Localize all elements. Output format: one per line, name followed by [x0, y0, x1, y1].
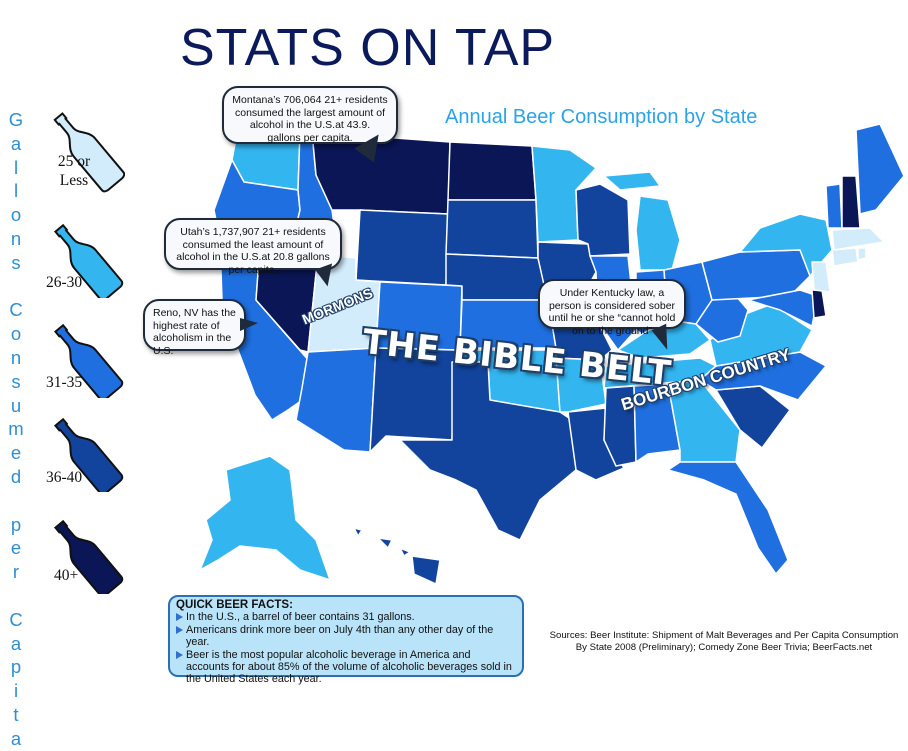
state-alabama	[633, 383, 681, 463]
sources-line: Sources: Beer Institute: Shipment of Mal…	[549, 630, 899, 641]
map-subtitle: Annual Beer Consumption by State	[445, 106, 758, 128]
state-new-hampshire	[841, 175, 861, 229]
state-nebraska	[445, 253, 549, 301]
legend-axis-letter	[6, 489, 26, 513]
state-alaska	[199, 455, 331, 581]
quick-facts-heading: QUICK BEER FACTS:	[176, 599, 293, 611]
state-south-dakota	[445, 199, 539, 259]
beer-bottle-icon	[53, 323, 124, 398]
legend-item-25-or-less: 25 or Less	[40, 104, 140, 194]
state-wyoming	[355, 209, 449, 286]
state-maine	[855, 123, 905, 215]
state-arkansas	[555, 357, 607, 413]
state-connecticut	[831, 247, 859, 267]
state-delaware	[811, 289, 827, 319]
state-kentucky	[617, 319, 711, 359]
legend-axis-letter: e	[10, 442, 22, 464]
legend-label: 40+	[54, 567, 79, 584]
callout-pointer	[240, 318, 258, 331]
legend-label: 36-40	[46, 469, 83, 486]
legend-axis-letter: o	[10, 204, 22, 226]
legend-axis-letter: a	[10, 727, 22, 749]
beer-bottle-icon	[53, 112, 125, 193]
kentucky-callout: Under Kentucky law, a person is consider…	[538, 279, 686, 337]
legend-axis-letter: s	[11, 251, 21, 273]
state-hawaii	[353, 527, 441, 585]
montana-callout: Montana’s 706,064 21+ residents consumed…	[222, 86, 398, 144]
legend-axis-letter: p	[10, 513, 22, 535]
legend-axis-letter: a	[10, 632, 22, 654]
legend-axis-letter: a	[10, 132, 22, 154]
state-vermont	[825, 183, 843, 229]
state-north-dakota	[447, 141, 537, 201]
state-rhode-island	[857, 247, 867, 261]
utah-callout: Utah’s 1,737,907 21+ residents consumed …	[164, 218, 342, 276]
state-arizona	[295, 347, 377, 453]
page-title: STATS ON TAP	[180, 19, 556, 77]
legend-label: 25 or Less	[57, 153, 91, 189]
state-texas	[399, 361, 577, 541]
quick-fact-item: In the U.S., a barrel of beer contains 3…	[176, 611, 516, 623]
state-new-york	[739, 213, 833, 277]
sources-line: By State 2008 (Preliminary); Comedy Zone…	[575, 642, 873, 653]
legend-axis-letter: r	[12, 561, 20, 583]
state-wisconsin	[575, 183, 631, 257]
legend-item-40-plus: 40+	[40, 514, 140, 594]
legend-item-31-35: 31-35	[40, 318, 140, 398]
legend-item-36-40: 36-40	[40, 412, 140, 492]
sources-note: Sources: Beer Institute: Shipment of Mal…	[540, 630, 908, 654]
state-florida	[667, 461, 789, 575]
legend-label: 31-35	[46, 374, 83, 391]
legend-axis-letter: n	[10, 227, 22, 249]
quick-fact-item: Americans drink more beer on July 4th th…	[176, 624, 516, 649]
legend-axis-letter: C	[9, 299, 23, 321]
beer-bottle-icon	[53, 417, 124, 492]
legend-axis-letter: l	[13, 180, 19, 202]
legend-axis-letter: l	[13, 156, 19, 178]
legend-label: 26-30	[46, 274, 83, 291]
legend-axis-letter: t	[13, 703, 19, 725]
state-mississippi	[603, 385, 637, 467]
state-massachusetts	[831, 227, 885, 251]
legend-axis-letter: p	[10, 656, 22, 678]
beer-bottle-icon	[53, 223, 124, 298]
quick-beer-facts-box: QUICK BEER FACTS: In the U.S., a barrel …	[168, 595, 524, 685]
legend-axis-letter: o	[10, 323, 22, 345]
legend-axis-letter: C	[9, 608, 23, 630]
legend-item-26-30: 26-30	[40, 218, 140, 298]
quick-fact-item: Beer is the most popular alcoholic bever…	[176, 649, 516, 686]
legend-axis-letter	[6, 275, 26, 299]
reno-callout: Reno, NV has the highest rate of alcohol…	[143, 299, 246, 357]
state-new-mexico	[369, 347, 456, 453]
legend-axis-letter: u	[10, 394, 22, 416]
legend-axis-letter: e	[10, 537, 22, 559]
legend-axis-letter: s	[11, 370, 21, 392]
legend-axis-letter: n	[10, 346, 22, 368]
legend-axis-letter: G	[8, 109, 24, 130]
legend-axis-letter: d	[10, 465, 22, 487]
legend-axis-letter	[6, 584, 26, 608]
legend-axis-letter: i	[13, 680, 19, 702]
legend-axis-letter: m	[8, 418, 24, 440]
state-new-jersey	[811, 261, 831, 293]
beer-bottle-icon	[53, 519, 124, 594]
